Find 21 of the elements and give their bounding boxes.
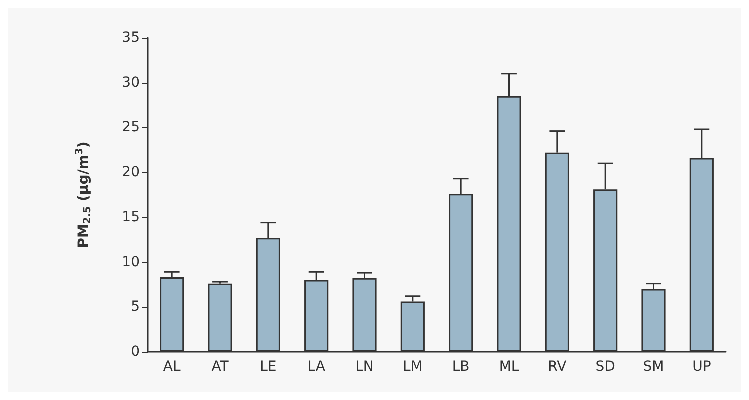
- x-tick-label: AL: [163, 359, 181, 375]
- y-tick-label: 25: [122, 120, 140, 136]
- x-tick-label: SM: [643, 359, 664, 375]
- y-tick-label: 0: [131, 344, 140, 360]
- x-tick-label: LN: [356, 359, 374, 375]
- x-tick-label: LE: [260, 359, 277, 375]
- y-tick-label: 35: [122, 30, 140, 46]
- x-tick-label: UP: [692, 359, 712, 375]
- y-axis-title: PM2.5 (μg/m3): [74, 142, 94, 248]
- y-tick-label: 30: [122, 74, 140, 91]
- x-tick-label: LM: [402, 359, 423, 375]
- x-tick-label: RV: [548, 359, 568, 375]
- x-tick-label: ML: [499, 359, 520, 375]
- x-tick-label: AT: [212, 359, 230, 375]
- y-tick-label: 10: [122, 254, 140, 270]
- y-tick-label: 15: [122, 209, 140, 226]
- x-tick-label: LB: [452, 359, 470, 375]
- y-tick-label: 20: [122, 164, 140, 181]
- x-tick-label: SD: [596, 359, 616, 375]
- y-tick-label: 5: [131, 299, 140, 316]
- x-tick-label: LA: [308, 359, 326, 375]
